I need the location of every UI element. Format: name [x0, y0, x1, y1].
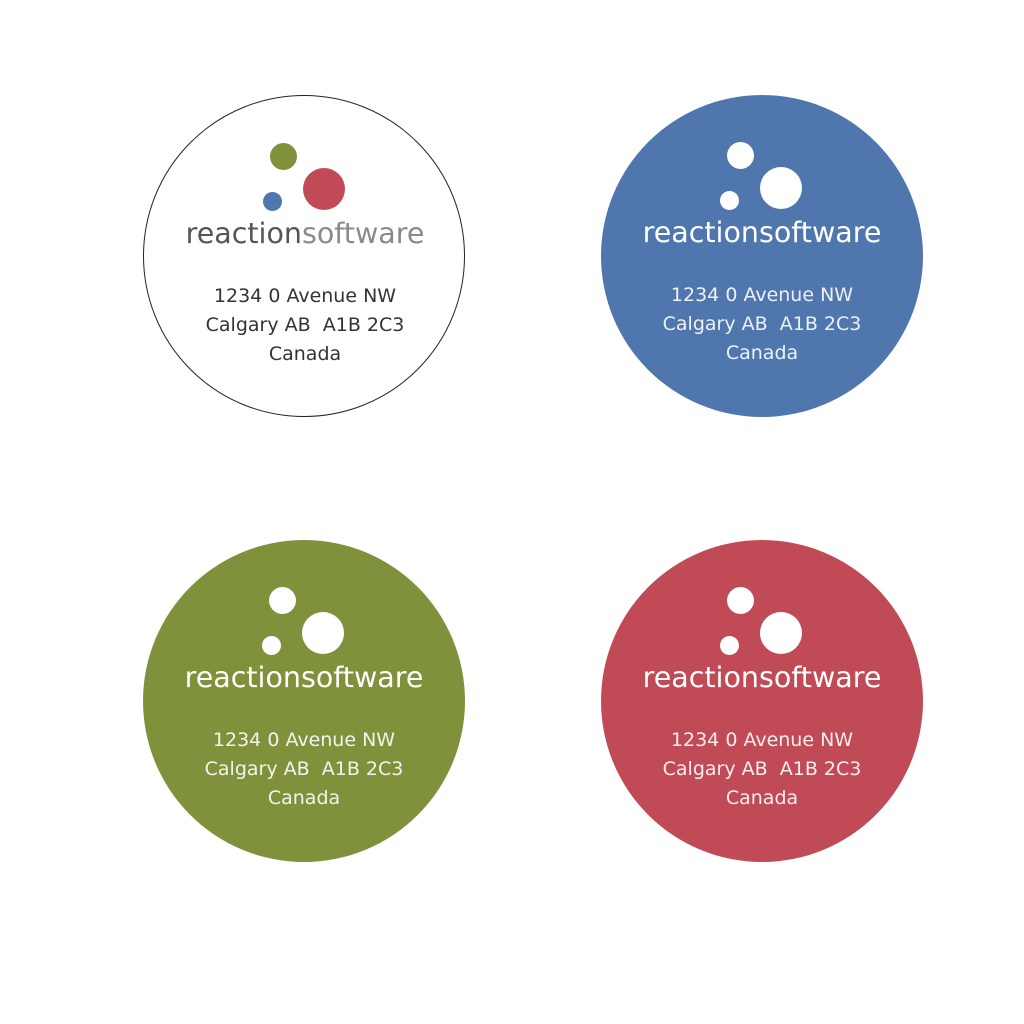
address-line3: Canada: [725, 787, 799, 809]
brand-name-part2: software: [758, 661, 882, 694]
address-line2: Calgary AB A1B 2C3: [662, 758, 862, 780]
address-block: 1234 0 Avenue NW Calgary AB A1B 2C3 Cana…: [143, 726, 465, 813]
address-block: 1234 0 Avenue NW Calgary AB A1B 2C3 Cana…: [601, 726, 923, 813]
address-line1: 1234 0 Avenue NW: [670, 284, 854, 306]
brand-wordmark: reactionsoftware: [601, 213, 923, 253]
address-line2: Calgary AB A1B 2C3: [662, 313, 862, 335]
brand-wordmark: reactionsoftware: [601, 658, 923, 698]
address-line1: 1234 0 Avenue NW: [213, 285, 397, 307]
address-line2: Calgary AB A1B 2C3: [204, 758, 404, 780]
logo-dot-top: [270, 143, 297, 170]
label-blue: reactionsoftware 1234 0 Avenue NW Calgar…: [601, 95, 923, 417]
label-green: reactionsoftware 1234 0 Avenue NW Calgar…: [143, 540, 465, 862]
logo-dot-top: [727, 587, 754, 614]
logo-dot-top: [727, 142, 754, 169]
logo-dot-big: [302, 612, 344, 654]
address-line3: Canada: [268, 343, 342, 365]
brand-wordmark: reactionsoftware: [143, 658, 465, 698]
address-line1: 1234 0 Avenue NW: [670, 729, 854, 751]
brand-name-part2: software: [301, 217, 425, 250]
label-red: reactionsoftware 1234 0 Avenue NW Calgar…: [601, 540, 923, 862]
brand-name-part1: reaction: [642, 216, 759, 249]
brand-name-part2: software: [758, 216, 882, 249]
brand-name-part2: software: [300, 661, 424, 694]
address-block: 1234 0 Avenue NW Calgary AB A1B 2C3 Cana…: [601, 281, 923, 368]
address-line3: Canada: [267, 787, 341, 809]
logo-dot-small: [720, 191, 739, 210]
brand-wordmark: reactionsoftware: [144, 214, 466, 254]
logo-dot-small: [720, 636, 739, 655]
address-line2: Calgary AB A1B 2C3: [205, 314, 405, 336]
logo-dot-small: [263, 192, 282, 211]
logo-dot-big: [760, 612, 802, 654]
address-line1: 1234 0 Avenue NW: [212, 729, 396, 751]
address-block: 1234 0 Avenue NW Calgary AB A1B 2C3 Cana…: [144, 282, 466, 369]
address-line3: Canada: [725, 342, 799, 364]
logo-dot-big: [760, 167, 802, 209]
logo-dot-big: [303, 168, 345, 210]
logo-dot-top: [269, 587, 296, 614]
brand-name-part1: reaction: [642, 661, 759, 694]
logo-dot-small: [262, 636, 281, 655]
brand-name-part1: reaction: [185, 217, 302, 250]
label-white: reactionsoftware 1234 0 Avenue NW Calgar…: [143, 95, 465, 417]
brand-name-part1: reaction: [184, 661, 301, 694]
